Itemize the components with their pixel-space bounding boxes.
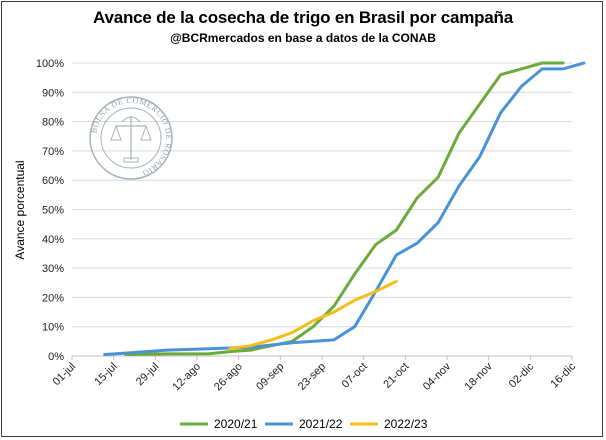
y-tick-label: 30% — [42, 263, 64, 275]
x-tick-label: 15-jul — [92, 361, 120, 389]
x-tick-label: 23-sep — [296, 361, 328, 393]
chart-title: Avance de la cosecha de trigo en Brasil … — [93, 8, 513, 27]
x-axis-ticks: 01-jul 15-jul 29-jul 12-ago 26-ago 09-sep 23-s… — [51, 356, 578, 394]
y-tick-label: 100% — [36, 58, 64, 70]
series-line-2020-21 — [124, 61, 565, 356]
y-tick-label: 40% — [42, 234, 64, 246]
x-tick-label: 18-nov — [463, 360, 496, 393]
y-tick-label: 70% — [42, 146, 64, 158]
x-tick-label: 04-nov — [421, 360, 454, 393]
x-tick-label: 12-ago — [170, 361, 203, 394]
series-line-2021-22 — [103, 61, 586, 356]
x-tick-label: 01-jul — [51, 361, 79, 389]
legend-label: 2021/22 — [299, 417, 343, 431]
chart-subtitle: @BCRmercados en base a datos de la CONAB — [170, 31, 436, 45]
x-tick-label: 29-jul — [134, 361, 162, 389]
y-tick-label: 80% — [42, 117, 64, 129]
y-tick-label: 90% — [42, 87, 64, 99]
y-tick-label: 60% — [42, 175, 64, 187]
y-tick-label: 10% — [42, 322, 64, 334]
x-tick-label: 02-dic — [507, 360, 537, 390]
y-tick-label: 20% — [42, 292, 64, 304]
x-tick-label: 16-dic — [548, 360, 578, 390]
x-tick-label: 07-oct — [340, 361, 370, 391]
x-tick-label: 26-ago — [212, 361, 245, 394]
legend-label: 2022/23 — [384, 417, 428, 431]
y-tick-label: 50% — [42, 205, 64, 217]
bcr-seal-logo: BOLSA DE COMERCIO DE ROSARIO — [89, 96, 173, 180]
x-tick-label: 21-oct — [381, 361, 411, 391]
legend-label: 2020/21 — [214, 417, 258, 431]
x-tick-label: 09-sep — [254, 361, 286, 393]
y-axis-ticks: 0% 10% 20% 30% 40% 50% 60% 70% 80% 90% 100% — [36, 58, 64, 363]
series-line-2022-23 — [228, 279, 398, 351]
series-lines — [103, 61, 586, 356]
y-tick-label: 0% — [48, 351, 64, 363]
y-axis-label: Avance porcentual — [13, 160, 27, 259]
legend: 2020/21 2021/22 2022/23 — [180, 417, 428, 431]
